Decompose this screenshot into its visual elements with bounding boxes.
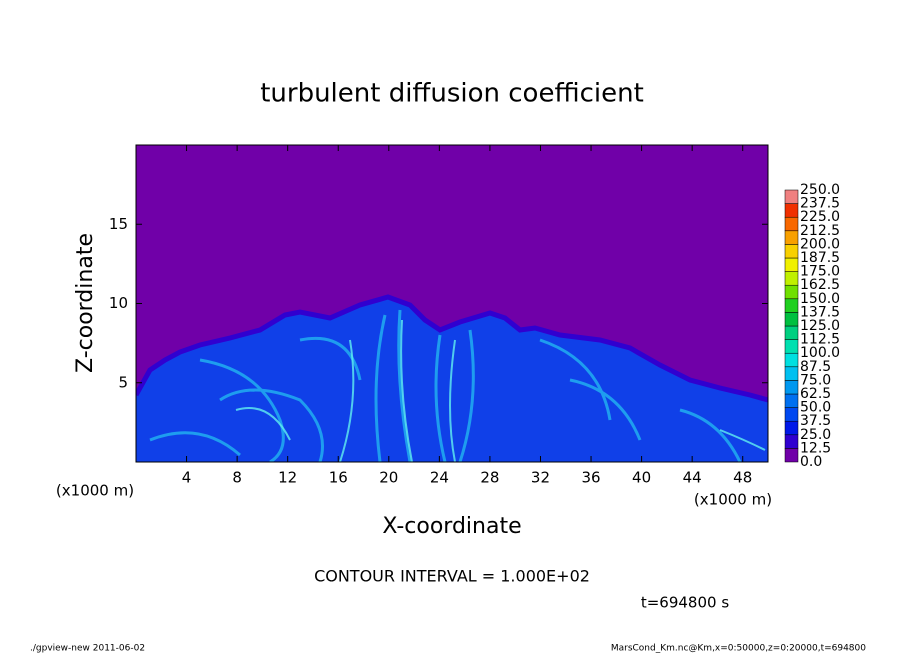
colorbar-band [784,189,799,204]
streaks [149,309,742,462]
colorbar-label: 225.0 [800,209,840,225]
colorbar-label: 25.0 [800,427,831,443]
x-tick-label: 4 [182,469,192,487]
colorbar-band [784,325,799,340]
colorbar-label: 162.5 [800,277,840,293]
colorbar-label: 125.0 [800,318,840,334]
colorbar-band [784,203,799,218]
colorbar-label: 250.0 [800,182,840,198]
colorbar-band [784,216,799,232]
field [136,294,768,462]
colorbar-label: 175.0 [800,264,840,280]
streaks-light [235,319,766,462]
colorbar-label: 212.5 [800,223,840,239]
x-tick-label: 28 [480,469,499,487]
region-edge [136,294,768,403]
x-tick-label: 20 [379,469,398,487]
colorbar-label: 237.5 [800,196,840,212]
colorbar-band [784,448,799,463]
colorbar-band [784,244,799,259]
x-tick-label: 24 [430,469,449,487]
x-unit-right: (x1000 m) [694,491,772,509]
colorbar-band [784,339,799,354]
y-tick-label: 5 [118,373,128,391]
colorbar-label: 62.5 [800,386,831,402]
colorbar-band [784,393,799,408]
colorbar-band [784,434,799,449]
colorbar-band [784,380,799,395]
colorbar-label: 0.0 [800,454,822,470]
colorbar-label: 75.0 [800,372,831,388]
x-tick-label: 36 [581,469,600,487]
colorbar-band [784,271,799,286]
colorbar-label: 12.5 [800,440,831,456]
footer-left: ./gpview-new 2011-06-02 [30,644,145,654]
contour-interval: CONTOUR INTERVAL = 1.000E+02 [314,567,590,586]
colorbar-band [784,407,799,422]
x-unit-left: (x1000 m) [56,482,134,500]
x-axis-label: X-coordinate [382,514,521,539]
colorbar-label: 112.5 [800,332,840,348]
colorbar-band [784,257,799,272]
x-tick-label: 12 [278,469,297,487]
x-tick-label: 8 [232,469,242,487]
colorbar-label: 87.5 [800,359,831,375]
turbulent-region [136,297,768,462]
colorbar-band [784,284,799,300]
colorbar-band [784,420,799,436]
x-tick-label: 16 [329,469,348,487]
y-axis-label: Z-coordinate [73,233,98,373]
colorbar-band [784,312,799,327]
colorbar-label: 187.5 [800,250,840,266]
x-tick-label: 40 [632,469,651,487]
x-tick-label: 48 [733,469,752,487]
colorbar-band [784,230,799,245]
colorbar-band [784,366,799,381]
colorbar-label: 37.5 [800,413,831,429]
y-tick-label: 15 [109,215,128,233]
footer-right: MarsCond_Km.nc@Km,x=0:50000,z=0:20000,t=… [611,644,866,654]
x-tick-label: 44 [683,469,702,487]
x-tick-label: 32 [531,469,550,487]
colorbar-label: 200.0 [800,236,840,252]
time-label: t=694800 s [641,594,729,612]
colorbar-label: 137.5 [800,304,840,320]
colorbar-label: 150.0 [800,291,840,307]
colorbar-label: 50.0 [800,400,831,416]
colorbar-band [784,352,799,368]
y-tick-label: 10 [109,294,128,312]
chart-title: turbulent diffusion coefficient [260,79,644,109]
colorbar-label: 100.0 [800,345,840,361]
colorbar-band [784,298,799,313]
